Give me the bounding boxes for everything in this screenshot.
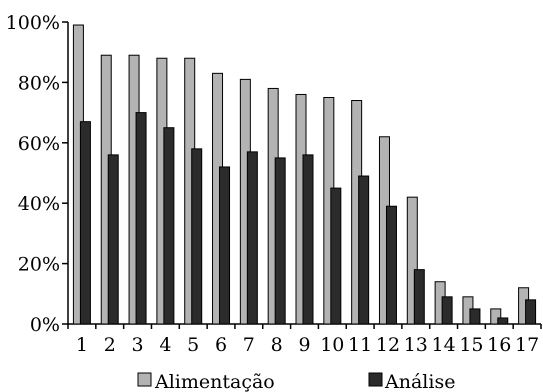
x-tick-label: 17 (515, 334, 539, 356)
x-tick-label: 16 (487, 334, 511, 356)
x-tick-label: 2 (104, 334, 116, 356)
x-tick-label: 10 (320, 334, 344, 356)
x-tick-label: 14 (432, 334, 456, 356)
x-tick-label: 12 (376, 334, 400, 356)
bar-series-2-12 (385, 205, 397, 325)
y-axis: 0% 20% 40% 60% 80% 100% (6, 12, 69, 336)
bar-series-2-14 (441, 296, 453, 325)
bar-series-2-17 (525, 299, 537, 325)
x-axis: 1 2 3 4 5 6 7 8 9 10 11 12 13 14 15 16 17 (67, 323, 542, 356)
x-tick-label: 11 (348, 334, 372, 356)
bar-series-2-15 (469, 308, 481, 325)
bar-series-2-8 (274, 157, 286, 325)
x-tick-label: 4 (159, 334, 171, 356)
y-tick-label: 40% (18, 193, 60, 215)
x-tick-label: 5 (187, 334, 199, 356)
legend-label: Alimentação (154, 371, 275, 392)
x-tick-label: 13 (404, 334, 428, 356)
legend-swatch (368, 372, 383, 387)
y-tick-label: 60% (18, 133, 60, 155)
bar-series-2-2 (107, 154, 119, 325)
x-tick-label: 15 (459, 334, 483, 356)
bar-series-2-10 (330, 187, 342, 325)
bar-series-1-16 (490, 308, 502, 325)
bar-series-2-9 (302, 154, 314, 325)
bar-series-2-4 (163, 127, 175, 325)
legend-swatch (137, 372, 152, 387)
bar-series-2-1 (79, 121, 91, 325)
x-tick-label: 7 (243, 334, 255, 356)
bar-series-2-6 (219, 166, 231, 325)
x-tick-label: 9 (298, 334, 310, 356)
y-tick-label: 0% (30, 314, 60, 336)
bar-series-1-13 (406, 196, 418, 325)
x-tick-label: 6 (215, 334, 227, 356)
bars (72, 24, 537, 325)
bar-series-2-7 (246, 151, 258, 325)
x-tick-label: 8 (271, 334, 283, 356)
bar-series-2-16 (497, 317, 509, 325)
legend-label: Análise (384, 371, 455, 392)
bar-series-2-13 (413, 269, 425, 325)
y-tick-label: 80% (18, 72, 60, 94)
y-tick-label: 20% (18, 254, 60, 276)
bar-series-2-11 (358, 175, 370, 325)
y-tick-label: 100% (6, 12, 60, 34)
bar-series-2-3 (135, 112, 147, 325)
x-tick-label: 3 (132, 334, 144, 356)
x-tick-label: 1 (76, 334, 88, 356)
bar-series-2-5 (191, 148, 203, 325)
legend: Alimentação Análise (137, 371, 455, 392)
